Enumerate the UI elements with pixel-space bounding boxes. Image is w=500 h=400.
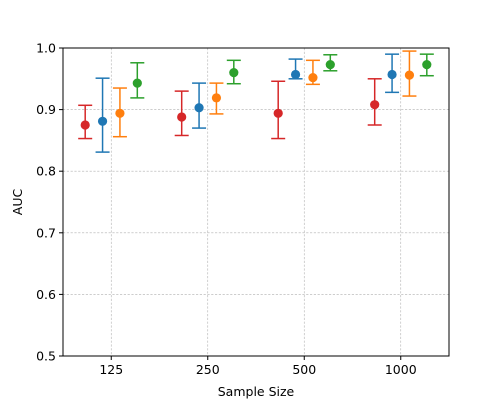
data-point bbox=[229, 68, 239, 78]
data-point bbox=[132, 78, 142, 88]
series-1 bbox=[78, 78, 382, 140]
data-point bbox=[194, 103, 204, 113]
y-tick-label: 0.9 bbox=[36, 102, 56, 117]
data-point bbox=[177, 112, 187, 122]
y-tick-label: 0.7 bbox=[36, 225, 56, 240]
data-point bbox=[325, 60, 335, 70]
data-point bbox=[80, 120, 90, 130]
y-tick-label: 1.0 bbox=[36, 41, 56, 56]
x-tick-label: 500 bbox=[292, 362, 316, 377]
plot-frame bbox=[62, 47, 450, 357]
data-point bbox=[290, 69, 301, 80]
y-tick-label: 0.5 bbox=[36, 349, 56, 364]
axis-ticks: 125 250 500 1000 0.5 0.6 0.7 0.8 0.9 1.0 bbox=[36, 41, 417, 378]
data-point bbox=[115, 108, 125, 118]
x-tick-label: 250 bbox=[196, 362, 220, 377]
data-point bbox=[387, 69, 397, 80]
y-tick-label: 0.6 bbox=[36, 287, 56, 302]
data-point bbox=[273, 108, 283, 118]
data-point bbox=[404, 70, 415, 80]
y-axis-title: AUC bbox=[10, 189, 25, 216]
data-series bbox=[78, 50, 434, 153]
grid bbox=[63, 47, 449, 357]
y-tick-label: 0.8 bbox=[36, 164, 56, 179]
x-axis-title: Sample Size bbox=[218, 384, 295, 399]
series-2 bbox=[95, 53, 400, 153]
data-point bbox=[370, 100, 380, 110]
series-4 bbox=[130, 53, 434, 99]
data-point bbox=[211, 93, 222, 103]
data-point bbox=[308, 72, 318, 83]
x-tick-label: 125 bbox=[99, 362, 123, 377]
data-point bbox=[422, 60, 432, 70]
data-point bbox=[97, 116, 108, 126]
series-3 bbox=[112, 50, 417, 138]
x-tick-label: 1000 bbox=[385, 362, 417, 377]
